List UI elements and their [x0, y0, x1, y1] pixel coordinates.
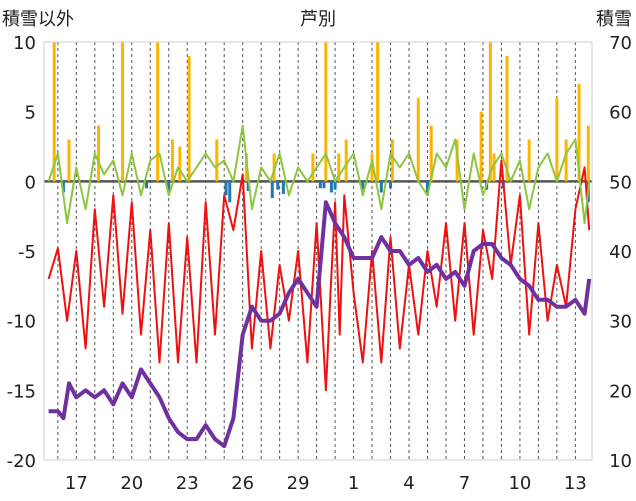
right-tick-label: 20	[609, 381, 632, 402]
orange-spike	[390, 139, 394, 182]
left-axis-title: 積雪以外	[2, 9, 74, 30]
left-tick-label: -5	[18, 242, 36, 263]
x-tick-label: 13	[564, 473, 587, 494]
x-tick-label: 29	[287, 473, 310, 494]
blue-bar	[276, 181, 280, 190]
x-tick-label: 17	[65, 473, 88, 494]
right-tick-label: 70	[609, 33, 632, 54]
blue-bar	[333, 181, 337, 190]
blue-bar	[329, 181, 333, 193]
orange-spike	[337, 153, 341, 182]
orange-spike	[52, 42, 56, 182]
x-tick-label: 23	[176, 473, 199, 494]
orange-spike-series	[52, 42, 590, 182]
blue-bar	[318, 181, 322, 189]
orange-spike	[376, 42, 380, 182]
orange-spike	[416, 97, 420, 182]
red-line	[47, 159, 591, 392]
x-axis-ticks: 17 20 23 26 29 1 4 7 10 13	[65, 473, 587, 494]
green-line	[47, 124, 591, 225]
orange-spike	[344, 139, 348, 182]
blue-bar	[379, 181, 383, 193]
orange-spike	[577, 83, 581, 182]
orange-spike	[429, 125, 433, 182]
x-tick-label: 10	[508, 473, 531, 494]
left-tick-label: -20	[7, 451, 36, 472]
blue-bar	[361, 181, 365, 190]
line-series	[47, 124, 592, 449]
right-axis-ticks: 70 60 50 40 30 20 10	[609, 33, 632, 472]
left-tick-label: -10	[7, 312, 36, 333]
blue-bar	[167, 181, 171, 193]
x-tick-label: 4	[403, 473, 414, 494]
orange-spike	[121, 42, 125, 182]
x-tick-label: 7	[459, 473, 470, 494]
chart-title: 芦別	[300, 9, 336, 30]
orange-spike	[156, 42, 160, 182]
vertical-gridlines	[57, 42, 576, 460]
right-tick-label: 50	[609, 172, 632, 193]
blue-bar	[145, 181, 149, 189]
right-tick-label: 10	[609, 451, 632, 472]
blue-bar	[61, 181, 65, 193]
left-tick-label: 10	[13, 33, 36, 54]
orange-spike	[370, 153, 374, 182]
left-tick-label: 0	[25, 172, 36, 193]
right-tick-label: 40	[609, 242, 632, 263]
left-tick-label: -15	[7, 381, 36, 402]
orange-spike	[488, 42, 492, 182]
left-axis-ticks: 10 5 0 -5 -10 -15 -20	[7, 33, 36, 472]
orange-spike	[505, 55, 509, 182]
orange-spike	[97, 125, 101, 182]
orange-spike	[324, 42, 328, 182]
right-axis-title: 積雪	[596, 9, 632, 30]
x-tick-label: 1	[348, 473, 359, 494]
blue-bar	[228, 181, 232, 203]
right-tick-label: 60	[609, 103, 632, 124]
orange-spike	[311, 153, 315, 182]
orange-spike	[527, 139, 531, 182]
blue-bar	[281, 181, 285, 194]
orange-spike	[67, 139, 71, 182]
orange-spike	[170, 139, 174, 182]
blue-bar	[224, 181, 228, 196]
right-tick-label: 30	[609, 312, 632, 333]
orange-spike	[564, 139, 568, 182]
blue-bar	[246, 181, 250, 192]
blue-bar	[270, 181, 274, 199]
blue-bar	[389, 181, 393, 189]
orange-spike	[187, 55, 191, 182]
blue-bar	[322, 181, 326, 189]
plot-frame	[43, 41, 593, 461]
orange-spike	[479, 111, 483, 182]
orange-spike	[178, 146, 182, 182]
x-tick-label: 20	[120, 473, 143, 494]
x-tick-label: 26	[231, 473, 254, 494]
orange-spike	[555, 97, 559, 182]
orange-spike	[492, 153, 496, 182]
blue-bar	[426, 181, 430, 196]
purple-line	[48, 200, 592, 449]
orange-spike	[215, 139, 219, 182]
orange-spike	[586, 125, 590, 182]
left-tick-label: 5	[25, 103, 36, 124]
